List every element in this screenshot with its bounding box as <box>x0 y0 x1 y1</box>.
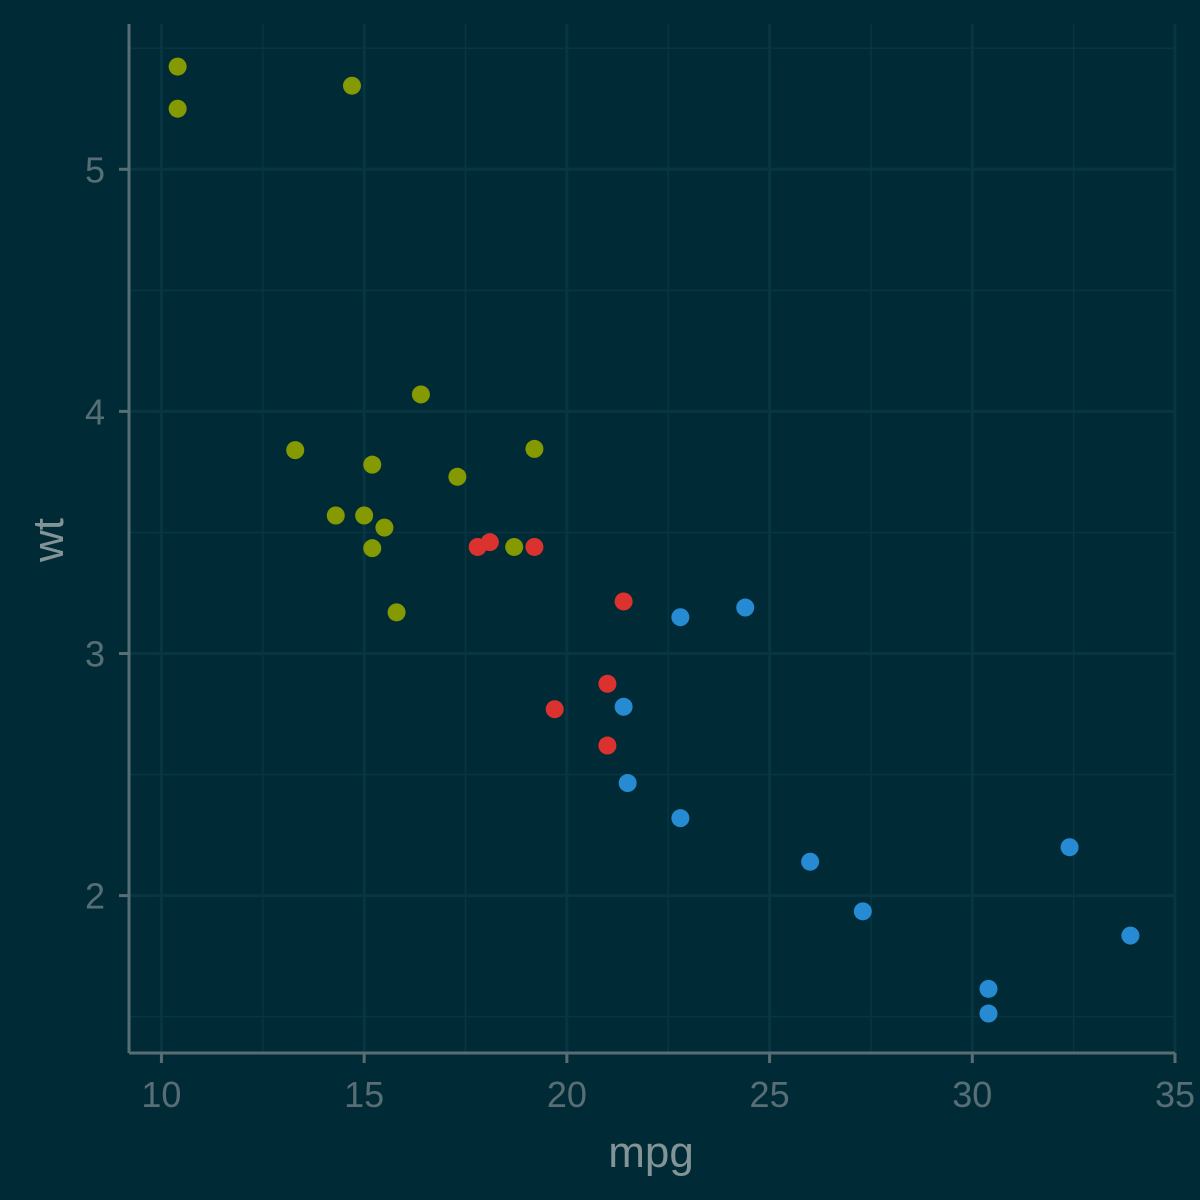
data-point <box>979 1004 998 1023</box>
axes: 10 15 20 25 30 35 2 3 4 5 <box>85 24 1195 1115</box>
data-point <box>736 598 755 617</box>
data-point <box>618 774 637 793</box>
x-tick-label: 30 <box>952 1074 992 1115</box>
data-point <box>1121 926 1140 945</box>
data-point <box>505 537 524 556</box>
y-tick-label: 5 <box>85 149 105 190</box>
data-point <box>525 439 544 458</box>
data-points <box>168 57 1140 1023</box>
data-point <box>363 539 382 558</box>
data-point <box>342 76 361 95</box>
x-tick-label: 25 <box>750 1074 790 1115</box>
y-tick-label: 3 <box>85 634 105 675</box>
data-point <box>598 674 617 693</box>
data-point <box>614 592 633 611</box>
data-point <box>286 441 305 460</box>
y-axis-title: wt <box>24 518 73 563</box>
data-point <box>375 518 394 537</box>
data-point <box>853 902 872 921</box>
data-point <box>671 809 690 828</box>
grid <box>129 24 1177 1053</box>
data-point <box>355 506 374 525</box>
y-tick-label: 4 <box>85 391 105 432</box>
y-tick-label: 2 <box>85 876 105 917</box>
data-point <box>671 608 690 627</box>
data-point <box>326 506 345 525</box>
x-axis-title: mpg <box>608 1128 694 1177</box>
data-point <box>801 852 820 871</box>
data-point <box>168 57 187 76</box>
x-tick-label: 20 <box>547 1074 587 1115</box>
data-point <box>168 99 187 118</box>
data-point <box>598 736 617 755</box>
data-point <box>545 700 564 719</box>
data-point <box>448 467 467 486</box>
data-point <box>480 533 499 552</box>
data-point <box>1060 838 1079 857</box>
x-tick-label: 15 <box>344 1074 384 1115</box>
x-tick-label: 10 <box>141 1074 181 1115</box>
data-point <box>387 603 406 622</box>
data-point <box>363 455 382 474</box>
data-point <box>411 385 430 404</box>
data-point <box>614 697 633 716</box>
x-tick-label: 35 <box>1155 1074 1195 1115</box>
data-point <box>525 537 544 556</box>
data-point <box>979 979 998 998</box>
